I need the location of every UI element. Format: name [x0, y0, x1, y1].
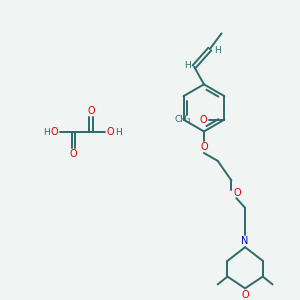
Text: O: O — [200, 142, 208, 152]
Text: CH₃: CH₃ — [174, 115, 191, 124]
Text: O: O — [70, 149, 77, 159]
Text: O: O — [50, 128, 58, 137]
Text: O: O — [200, 115, 208, 125]
Text: H: H — [115, 128, 122, 137]
Text: O: O — [107, 128, 115, 137]
Text: O: O — [233, 188, 241, 198]
Text: O: O — [87, 106, 95, 116]
Text: H: H — [43, 128, 50, 137]
Text: H: H — [214, 46, 221, 56]
Text: O: O — [241, 290, 249, 300]
Text: N: N — [242, 236, 249, 246]
Text: H: H — [184, 61, 190, 70]
